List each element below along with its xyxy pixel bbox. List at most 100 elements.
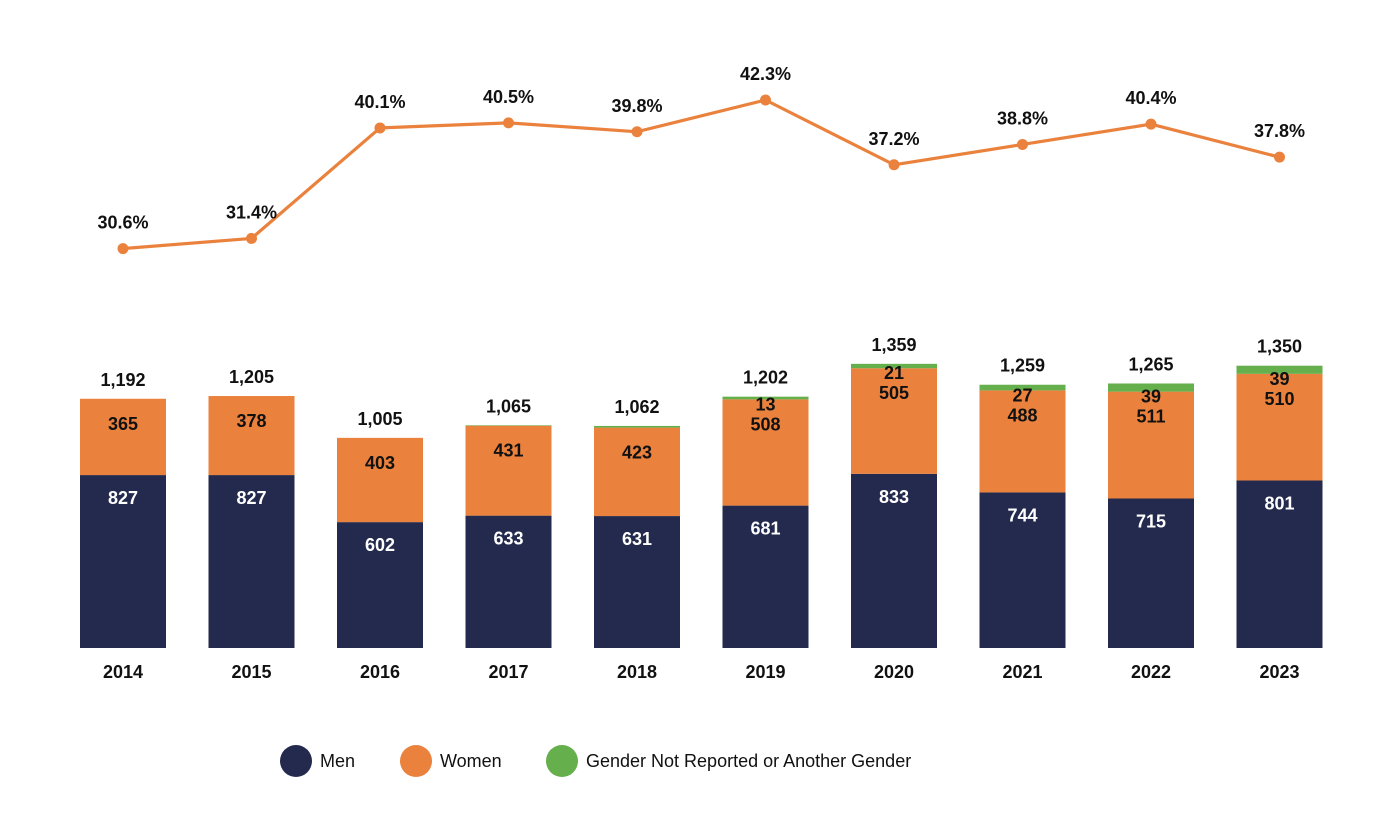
x-tick-label-2020: 2020 <box>874 662 914 682</box>
total-label-2017: 1,065 <box>486 396 531 416</box>
x-tick-label-2015: 2015 <box>231 662 271 682</box>
bar-women-2017 <box>465 425 552 516</box>
total-label-2023: 1,350 <box>1257 337 1302 357</box>
bar-women-2022 <box>1108 391 1194 499</box>
label-women-2022: 511 <box>1136 407 1165 427</box>
line-layer: 30.6% 31.4% 40.1% 40.5% 39.8% 42.3% 37.2% 38.8%… <box>97 64 1305 255</box>
label-other-gender-2020: 21 <box>884 363 904 383</box>
label-women-2021: 488 <box>1007 405 1037 425</box>
bar-men-2017 <box>465 515 552 648</box>
x-tick-label-2023: 2023 <box>1259 662 1299 682</box>
line-point-2023 <box>1274 151 1285 163</box>
total-label-2022: 1,265 <box>1128 354 1173 374</box>
bar-gender-not-reported-or-another-gender-2022 <box>1108 383 1194 392</box>
bar-gender-not-reported-or-another-gender-2019 <box>722 396 809 400</box>
bar-gender-not-reported-or-another-gender-2020 <box>851 363 937 369</box>
label-women-2016: 403 <box>365 453 395 473</box>
line-point-2015 <box>246 232 257 244</box>
label-men-2022: 715 <box>1136 511 1166 531</box>
label-men-2018: 631 <box>622 529 652 549</box>
label-women-2020: 505 <box>879 383 909 403</box>
label-men-2017: 633 <box>493 529 523 549</box>
line-point-2019 <box>760 94 771 106</box>
label-men-2015: 827 <box>236 488 266 508</box>
total-label-2016: 1,005 <box>357 409 402 429</box>
bar-men-2018 <box>594 516 680 648</box>
bar-gender-not-reported-or-another-gender-2017 <box>465 425 552 426</box>
bar-men-2022 <box>1108 498 1194 648</box>
bar-gender-not-reported-or-another-gender-2021 <box>979 384 1066 391</box>
label-men-2020: 833 <box>879 487 909 507</box>
label-women-2014: 365 <box>108 414 138 434</box>
bar-gender-not-reported-or-another-gender-2023 <box>1236 365 1323 374</box>
line-label-2015: 31.4% <box>226 202 277 222</box>
label-women-2017: 431 <box>493 441 523 461</box>
bar-women-2018 <box>594 427 680 517</box>
legend-label-men: Men <box>320 751 355 771</box>
x-axis: 2014 2015 2016 2017 2018 2019 2020 2021 2022 2023 <box>103 662 1300 682</box>
label-women-2023: 510 <box>1264 389 1294 409</box>
bar-men-2021 <box>979 492 1066 648</box>
line-point-2016 <box>374 122 386 134</box>
total-label-2018: 1,062 <box>614 397 659 417</box>
line-label-2018: 39.8% <box>611 96 662 116</box>
label-men-2023: 801 <box>1264 494 1294 514</box>
bar-women-2016 <box>337 437 423 523</box>
label-women-2019: 508 <box>750 414 780 434</box>
bars-layer <box>80 363 1323 648</box>
totals-layer: 1,192 1,205 1,005 1,065 1,062 1,202 1,359 1,259… <box>100 335 1302 429</box>
label-men-2021: 744 <box>1007 505 1037 525</box>
total-label-2019: 1,202 <box>743 368 788 388</box>
total-label-2020: 1,359 <box>871 335 916 355</box>
line-label-2014: 30.6% <box>97 213 148 233</box>
legend-swatch-gender-not-reported-or-another-gender <box>546 745 578 777</box>
bar-men-2019 <box>722 505 809 648</box>
line-label-2020: 37.2% <box>868 129 919 149</box>
label-other-gender-2022: 39 <box>1141 387 1161 407</box>
bar-men-2015 <box>208 475 295 648</box>
label-other-gender-2021: 27 <box>1012 385 1032 405</box>
label-men-2016: 602 <box>365 535 395 555</box>
legend-swatch-women <box>400 745 432 777</box>
bar-women-2021 <box>979 390 1066 493</box>
bar-gender-not-reported-or-another-gender-2018 <box>594 425 680 428</box>
line-label-2023: 37.8% <box>1254 121 1305 141</box>
x-tick-label-2016: 2016 <box>360 662 400 682</box>
bar-men-2020 <box>851 473 937 648</box>
line-label-2016: 40.1% <box>354 92 405 112</box>
bar-women-2020 <box>851 368 937 474</box>
label-men-2019: 681 <box>750 519 780 539</box>
legend-swatch-men <box>280 745 312 777</box>
line-point-2018 <box>631 126 643 138</box>
total-label-2015: 1,205 <box>229 367 274 387</box>
line-point-2021 <box>1017 138 1028 150</box>
line-point-2020 <box>888 159 900 171</box>
label-women-2015: 378 <box>236 411 266 431</box>
line-label-2021: 38.8% <box>997 108 1048 128</box>
bar-men-2023 <box>1236 480 1323 648</box>
line-label-2022: 40.4% <box>1125 88 1176 108</box>
line-point-2014 <box>117 243 129 255</box>
x-tick-label-2021: 2021 <box>1002 662 1042 682</box>
x-tick-label-2022: 2022 <box>1131 662 1171 682</box>
legend-label-gender-not-reported-or-another-gender: Gender Not Reported or Another Gender <box>586 751 911 771</box>
x-tick-label-2014: 2014 <box>103 662 143 682</box>
total-label-2021: 1,259 <box>1000 356 1045 376</box>
label-other-gender-2023: 39 <box>1269 369 1289 389</box>
x-tick-label-2017: 2017 <box>488 662 528 682</box>
line-point-2022 <box>1145 118 1157 130</box>
total-label-2014: 1,192 <box>100 370 145 390</box>
label-men-2014: 827 <box>108 488 138 508</box>
bar-women-2023 <box>1236 373 1323 481</box>
x-tick-label-2019: 2019 <box>745 662 785 682</box>
label-other-gender-2019: 13 <box>755 394 775 414</box>
bar-men-2016 <box>337 522 423 648</box>
x-tick-label-2018: 2018 <box>617 662 657 682</box>
women-share-line <box>122 98 1280 251</box>
line-label-2019: 42.3% <box>740 64 791 84</box>
line-label-2017: 40.5% <box>483 87 534 107</box>
label-women-2018: 423 <box>622 443 652 463</box>
legend: Men Women Gender Not Reported or Another G… <box>280 745 911 777</box>
